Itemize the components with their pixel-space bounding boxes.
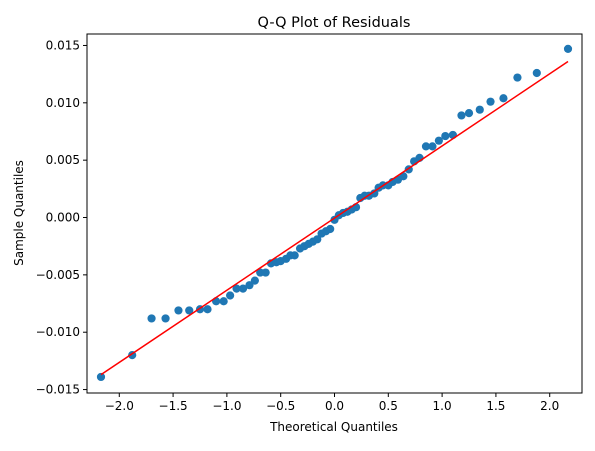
data-point	[313, 235, 322, 244]
y-tick-label: −0.005	[36, 268, 80, 282]
data-point	[261, 268, 270, 277]
data-point	[212, 297, 221, 306]
data-point	[513, 73, 522, 82]
y-axis: −0.015 −0.010 −0.005 0.000 0.005 0.010 0.015	[36, 38, 87, 397]
data-point	[464, 109, 474, 118]
data-point	[434, 136, 443, 145]
data-point	[428, 142, 437, 151]
data-point	[448, 130, 457, 140]
data-point	[147, 314, 156, 323]
y-axis-label: Sample Quantiles	[12, 160, 26, 266]
data-point	[96, 372, 106, 382]
x-tick-label: −1.5	[159, 399, 188, 413]
x-tick-label: −1.0	[212, 399, 241, 413]
data-point	[174, 306, 183, 315]
x-tick-label: 0.0	[325, 399, 344, 413]
data-point	[245, 281, 254, 290]
data-point	[203, 305, 212, 314]
data-point	[486, 97, 495, 106]
data-point	[219, 297, 228, 306]
data-point	[226, 291, 235, 300]
plot-area	[96, 44, 573, 382]
chart-title: Q-Q Plot of Residuals	[258, 15, 411, 31]
data-point	[250, 276, 259, 285]
data-point	[161, 314, 170, 323]
data-point	[238, 284, 248, 293]
data-point	[475, 105, 484, 114]
y-tick-label: 0.015	[46, 38, 80, 52]
x-tick-label: 1.5	[486, 399, 505, 413]
x-axis: −2.0 −1.5 −1.0 −0.5 0.0 0.5 1.0 1.5 2.0	[105, 393, 559, 413]
data-point	[185, 306, 194, 315]
x-tick-label: 0.5	[379, 399, 398, 413]
data-point	[232, 284, 241, 293]
data-point	[532, 68, 541, 78]
data-point	[563, 44, 573, 54]
data-point	[326, 224, 335, 234]
y-tick-label: −0.010	[36, 325, 80, 339]
x-tick-label: −2.0	[105, 399, 134, 413]
data-point	[499, 94, 508, 103]
data-point	[441, 131, 450, 141]
x-tick-label: 2.0	[540, 399, 559, 413]
y-tick-label: 0.005	[46, 153, 80, 167]
data-point	[421, 142, 431, 151]
data-point	[370, 189, 379, 198]
y-tick-label: 0.010	[46, 96, 80, 110]
x-axis-label: Theoretical Quantiles	[269, 420, 398, 434]
x-tick-label: 1.0	[433, 399, 452, 413]
y-tick-label: −0.015	[36, 383, 80, 397]
data-point	[290, 251, 299, 260]
y-tick-label: 0.000	[46, 211, 80, 225]
axes-frame	[86, 33, 583, 394]
reference-line	[100, 60, 569, 376]
x-tick-label: −0.5	[266, 399, 295, 413]
data-point	[457, 111, 466, 120]
